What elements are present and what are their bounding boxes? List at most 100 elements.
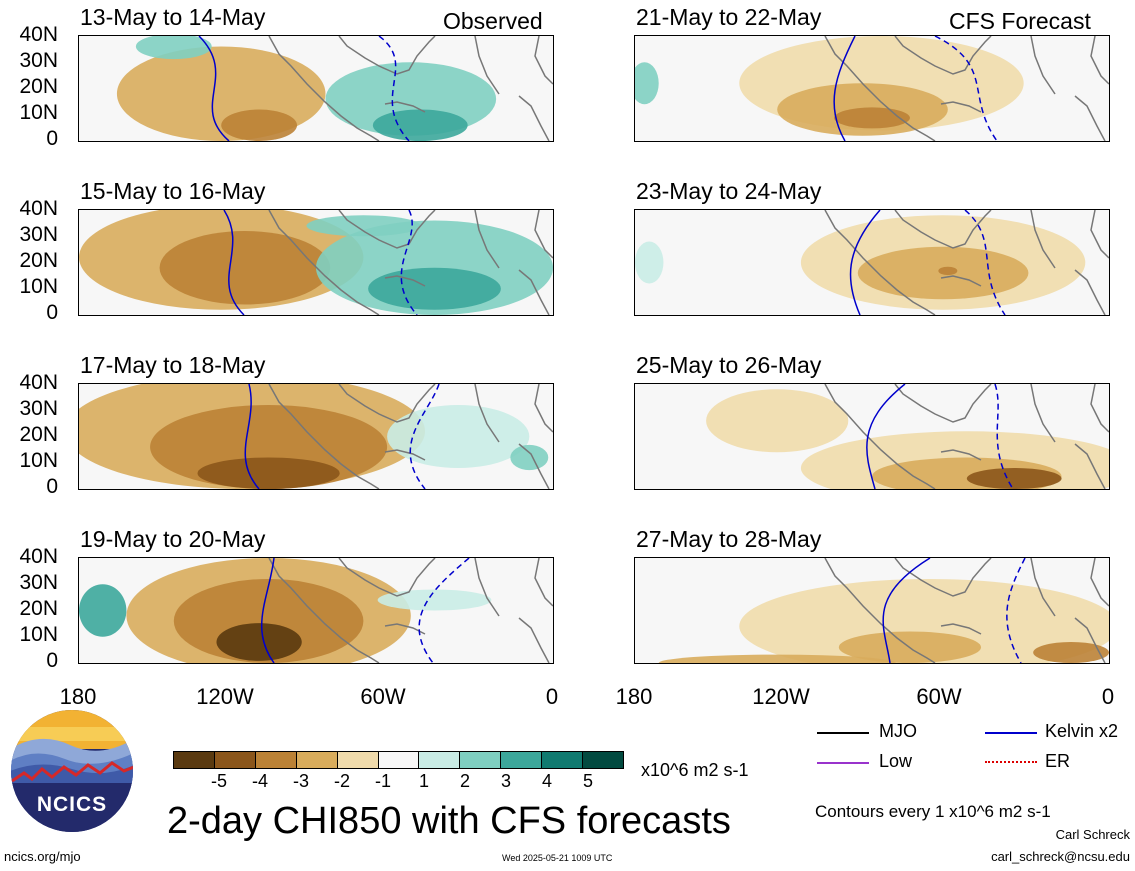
panel-title-5: 21-May to 22-May (636, 4, 822, 30)
chi850-field (635, 36, 1109, 141)
chi850-field (658, 558, 1109, 663)
chi-anomaly-shading (739, 579, 1109, 663)
chi-anomaly-shading (306, 215, 421, 237)
coastline (824, 210, 1109, 315)
lat-label: 30N (19, 397, 58, 420)
colorbar-label: 3 (500, 771, 511, 791)
chi-anomaly-shading (221, 109, 298, 141)
lon-label-60w-right: 60W (916, 684, 962, 709)
map-panel-5 (634, 35, 1110, 142)
colorbar-swatch (541, 752, 583, 768)
kelvin-contour-negative (409, 384, 440, 489)
chi850-field (706, 384, 1109, 489)
legend-label-er: ER (1045, 751, 1071, 771)
chi-anomaly-shading (635, 241, 664, 284)
chi-anomaly-shading (135, 36, 212, 60)
colorbar-swatch (336, 752, 378, 768)
kelvin-contour-positive (833, 36, 856, 141)
lat-label: 10N (19, 623, 58, 646)
lat-label: 10N (19, 101, 58, 124)
lon-label-0-right: 0 (1101, 684, 1115, 709)
lat-label: 30N (19, 571, 58, 594)
coastline (268, 210, 553, 315)
chi-anomaly-shading (635, 62, 659, 105)
footer-timestamp: Wed 2025-05-21 1009 UTC (502, 853, 613, 863)
map-panel-7 (634, 383, 1110, 490)
coastline (268, 558, 553, 663)
kelvin-contour-negative (964, 210, 1006, 315)
kelvin-contour-positive (260, 558, 275, 663)
lat-label: 30N (19, 49, 58, 72)
colorbar-swatch (377, 752, 419, 768)
colorbar-swatch (254, 752, 296, 768)
kelvin-contour-negative (934, 36, 998, 141)
colorbar-label: -1 (374, 771, 391, 791)
coastline (824, 36, 1109, 141)
colorbar-swatch (295, 752, 337, 768)
kelvin-contour-positive (882, 558, 931, 663)
panel-label-cfs-forecast: CFS Forecast (949, 8, 1091, 34)
lat-label: 10N (19, 275, 58, 298)
chi-anomaly-shading (197, 457, 340, 489)
coastline (824, 558, 1109, 663)
map-panel-6 (634, 209, 1110, 316)
chi850-field (116, 36, 553, 141)
author-email: carl_schreck@ncsu.edu (991, 849, 1130, 864)
colorbar-swatch (459, 752, 501, 768)
kelvin-contour-positive (849, 210, 881, 315)
contour-note: Contours every 1 x10^6 m2 s-1 (815, 802, 1051, 821)
chi-anomaly-shading (834, 107, 910, 129)
chi-anomaly-shading (706, 389, 849, 453)
legend-line-low (817, 762, 869, 764)
chi-anomaly-shading (1033, 642, 1109, 663)
lon-label-180-right: 180 (615, 684, 653, 709)
map-panel-8 (634, 557, 1110, 664)
chi850-field (635, 210, 1109, 315)
lat-label: 0 (46, 127, 58, 150)
legend-label-kelvin: Kelvin x2 (1045, 721, 1119, 741)
lon-label-60w-left: 60W (360, 684, 406, 709)
kelvin-contour-negative (400, 210, 418, 315)
coastline (268, 384, 553, 489)
lat-label: 20N (19, 423, 58, 446)
chi-anomaly-shading (79, 584, 127, 637)
kelvin-contour-negative (994, 384, 1014, 489)
colorbar-swatch (418, 752, 460, 768)
kelvin-contour-positive (198, 36, 230, 141)
colorbar-label: 5 (582, 771, 593, 791)
lon-label-180-left: 180 (59, 684, 97, 709)
panel-title-4: 19-May to 20-May (80, 526, 266, 552)
panel-label-observed: Observed (443, 8, 543, 34)
colorbar-label: 2 (459, 771, 470, 791)
chi-anomaly-shading (658, 654, 896, 663)
legend-line-kelvin (985, 732, 1037, 734)
colorbar-swatch (582, 752, 623, 768)
lon-label-120w-left: 120W (196, 684, 254, 709)
legend-label-low: Low (879, 751, 913, 771)
map-panel-2 (78, 209, 554, 316)
chi-anomaly-shading (159, 231, 331, 305)
lat-label: 0 (46, 475, 58, 498)
panel-title-1: 13-May to 14-May (80, 4, 266, 30)
chi850-field (79, 210, 553, 315)
legend-line-mjo (817, 732, 869, 734)
legend-line-er (985, 761, 1037, 763)
main-title: 2-day CHI850 with CFS forecasts (167, 800, 731, 842)
lat-label: 40N (19, 371, 58, 394)
ncics-logo: NCICS (10, 709, 134, 833)
colorbar (173, 751, 624, 769)
panel-title-2: 15-May to 16-May (80, 178, 266, 204)
lat-label: 20N (19, 75, 58, 98)
legend-label-mjo: MJO (879, 721, 917, 741)
chi850-field (79, 384, 553, 489)
kelvin-contour-negative (1006, 558, 1026, 663)
panel-title-6: 23-May to 24-May (636, 178, 822, 204)
panel-title-3: 17-May to 18-May (80, 352, 266, 378)
panel-title-7: 25-May to 26-May (636, 352, 822, 378)
author-name: Carl Schreck (1055, 827, 1130, 842)
colorbar-label: -5 (210, 771, 227, 791)
chi-anomaly-shading (372, 109, 468, 141)
footer-url[interactable]: ncics.org/mjo (4, 849, 81, 864)
colorbar-label: 4 (541, 771, 552, 791)
chi-anomaly-shading (966, 468, 1062, 489)
